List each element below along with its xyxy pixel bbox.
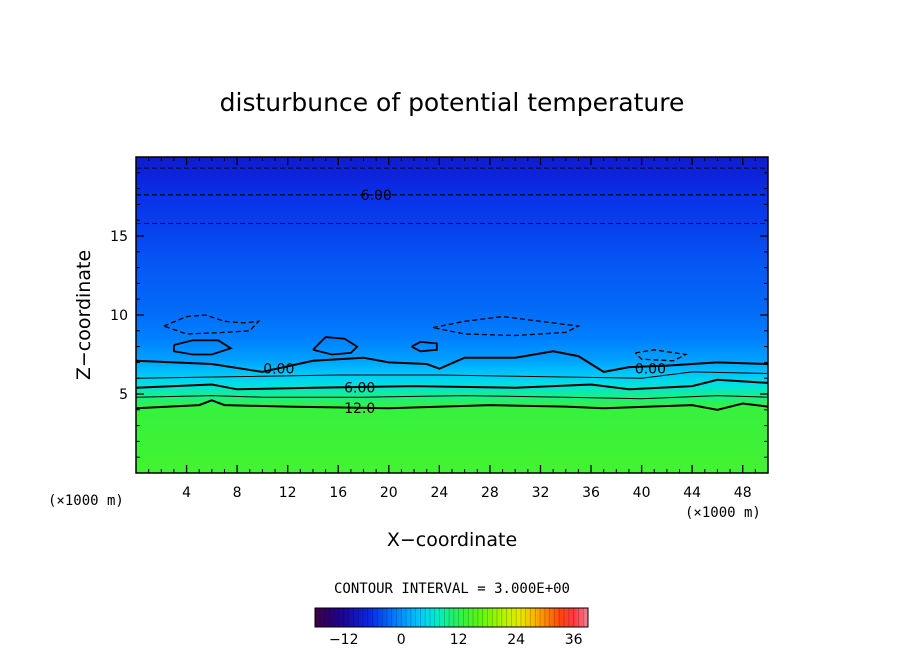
colorbar: −12 0 12 24 36 (314, 607, 589, 648)
contour-lines (136, 167, 768, 411)
contour-line (634, 349, 688, 362)
contour-line (173, 339, 233, 356)
x-tick-label: 36 (582, 485, 600, 501)
y-tick-label: 15 (110, 229, 128, 245)
colorbar-tick-label: 24 (507, 632, 525, 648)
x-tick-label: 12 (279, 485, 297, 501)
y-axis-title: Z−coordinate (73, 250, 95, 380)
contour-line (312, 336, 359, 356)
contour-line (163, 314, 261, 335)
contour-label: 0.00 (263, 362, 294, 378)
contour-interval-text: CONTOUR INTERVAL = 3.000E+00 (334, 581, 570, 597)
x-tick-label: 32 (532, 485, 550, 501)
x-axis-title: X−coordinate (387, 529, 517, 551)
contour-line (136, 371, 768, 379)
contour-line (432, 315, 581, 337)
contour-label: 6.00 (344, 381, 375, 397)
contour-labels: 6.00 0.00 0.00 6.00 12.0 (263, 188, 666, 417)
colorbar-ticks: −12 0 12 24 36 (329, 632, 583, 648)
contour-line (136, 378, 768, 391)
x-tick-label: 16 (329, 485, 347, 501)
contour-line (136, 350, 768, 373)
x-unit-label: (×1000 m) (685, 505, 761, 521)
contour-line (411, 340, 438, 353)
colorbar-tick-label: 12 (450, 632, 468, 648)
chart-title: disturbunce of potential temperature (220, 88, 685, 117)
colorbar-segments (319, 608, 584, 627)
x-tick-label: 48 (734, 485, 752, 501)
x-tick-label: 28 (481, 485, 499, 501)
x-tick-label: 24 (430, 485, 448, 501)
y-tick-label: 5 (119, 387, 128, 403)
contour-line (136, 399, 768, 411)
x-tick-label: 20 (380, 485, 398, 501)
colorbar-tick-label: 36 (565, 632, 583, 648)
contour-label: 12.0 (344, 401, 375, 417)
y-axis: 5 10 15 (110, 172, 768, 458)
x-tick-label: 8 (233, 485, 242, 501)
x-tick-label: 40 (633, 485, 651, 501)
x-tick-label: 44 (683, 485, 701, 501)
colorbar-tick-label: 0 (397, 632, 406, 648)
contour-label: 0.00 (635, 362, 666, 378)
contour-label: 6.00 (361, 188, 392, 204)
y-tick-label: 10 (110, 308, 128, 324)
x-axis: 4 8 12 16 20 24 28 32 36 40 44 48 (148, 157, 756, 501)
temperature-field (136, 157, 768, 473)
colorbar-frame (314, 607, 589, 628)
x-tick-label: 4 (182, 485, 191, 501)
contour-line (136, 395, 768, 400)
colorbar-tick-label: −12 (329, 632, 359, 648)
z-unit-label: (×1000 m) (48, 493, 124, 509)
colorbar-gradient (315, 608, 588, 627)
